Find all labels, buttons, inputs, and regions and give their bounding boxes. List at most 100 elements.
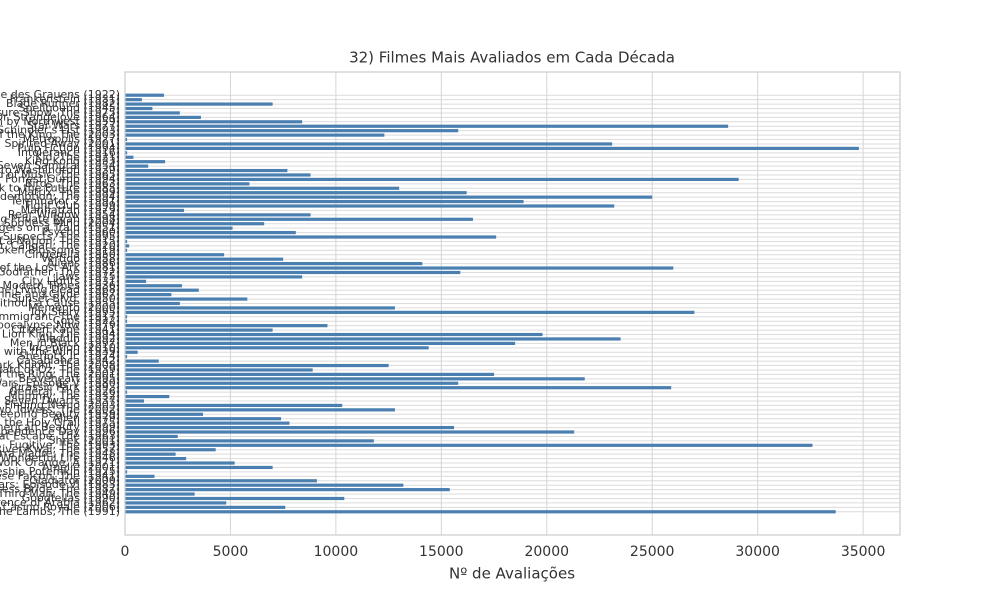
y-tick-label: Silence of the Lambs, The (1991) — [0, 505, 120, 518]
x-tick-label: 35000 — [841, 544, 886, 560]
bar — [125, 133, 385, 137]
y-tick-label: Gone with the Wind (1939) — [0, 345, 120, 358]
bar — [125, 226, 233, 230]
bar — [125, 164, 149, 168]
bar — [125, 332, 543, 337]
bar — [125, 474, 155, 478]
bar — [125, 363, 389, 368]
bar — [125, 439, 374, 443]
y-tick-label: Treasure of the Sierra Madre, The (1948) — [0, 447, 120, 460]
y-tick-label: Mummy, The (1932) — [8, 390, 120, 403]
y-tick-label: Star Wars: Episode VI (1983) — [0, 478, 120, 491]
x-tick-label: 0 — [121, 544, 130, 560]
bar — [125, 443, 813, 447]
y-tick-label: Casino Royale (2006) — [3, 500, 120, 513]
y-tick-label: Sunset Blvd. (1950) — [11, 292, 120, 305]
y-tick-label: Lawrence of Arabia (1962) — [0, 496, 120, 509]
bar — [125, 372, 495, 377]
y-tick-label: Goodfellas (1990) — [22, 491, 120, 504]
bar — [125, 337, 621, 341]
bar — [125, 120, 303, 124]
bar — [125, 355, 128, 359]
y-tick-label: Blade Runner (1982) — [6, 97, 120, 110]
bar — [125, 106, 153, 111]
y-tick-label: Lion King, The (1994) — [2, 328, 120, 341]
y-tick-label: Alien (1979) — [53, 412, 120, 425]
y-tick-label: Apocalypse Now (1979) — [0, 319, 120, 332]
y-tick-label: Vertigo (1958) — [41, 252, 120, 265]
bar — [125, 386, 672, 390]
bar — [125, 350, 138, 354]
bar — [125, 230, 296, 235]
bar — [125, 288, 199, 292]
y-tick-label: Bonnie and Clyde (1967) — [0, 288, 120, 301]
y-tick-label: Gladiator (2000) — [29, 474, 120, 487]
y-tick-label: Schindler's List (1993) — [0, 124, 120, 137]
bar — [125, 142, 613, 146]
chart-title: 32) Filmes Mais Avaliados em Cada Década — [349, 49, 675, 67]
x-tick-label: 20000 — [524, 544, 569, 560]
y-tick-label: Bridge on the River Kwai, The (1957) — [0, 443, 120, 456]
y-tick-label: Sherlock Jr. (1924) — [19, 350, 120, 363]
bar — [125, 129, 459, 133]
y-tick-label: Fight Club (1999) — [25, 199, 120, 212]
y-tick-label: Rebel Without a Cause (1955) — [0, 297, 120, 310]
bar — [125, 390, 128, 394]
bar — [125, 434, 178, 439]
y-tick-label: Memento (2000) — [28, 301, 120, 314]
y-tick-label: Clockwork Orange, A (1971) — [0, 456, 120, 469]
bar — [125, 341, 516, 345]
bar — [125, 496, 345, 501]
y-tick-label: Rear Window (1954) — [8, 208, 120, 221]
bar — [125, 408, 395, 412]
bar — [125, 195, 653, 199]
bar — [125, 168, 288, 173]
bar — [125, 483, 404, 487]
y-tick-label: Intolerance (1916) — [18, 146, 120, 159]
y-tick-label: American Beauty (1999) — [0, 421, 120, 434]
y-tick-label: Broken Blossoms (1919) — [0, 243, 120, 256]
y-tick-label: Night of the Living Dead (1968) — [0, 283, 120, 296]
bar — [125, 470, 128, 474]
y-tick-label: Psycho (1960) — [41, 226, 120, 239]
plot-frame — [124, 71, 901, 536]
bar — [125, 368, 313, 372]
y-tick-label: Birds, The (1963) — [25, 177, 120, 190]
bar — [125, 319, 128, 323]
bar — [125, 248, 128, 252]
x-tick-label: 10000 — [314, 544, 359, 560]
bar — [125, 488, 450, 492]
bar — [125, 253, 225, 257]
bar — [125, 412, 204, 416]
y-tick-label: Frankenstein (1931) — [10, 93, 120, 106]
bar — [125, 239, 128, 244]
bar — [125, 124, 729, 128]
x-tick-label: 15000 — [419, 544, 464, 560]
bar — [125, 421, 290, 425]
bar — [125, 93, 165, 97]
bar — [125, 137, 128, 142]
y-tick-label: Princess Bride, The (1987) — [0, 483, 120, 496]
bar — [125, 359, 159, 363]
bar — [125, 465, 273, 470]
y-tick-label: Fugitive, The (1993) — [9, 438, 120, 451]
y-tick-label: City Lights (1931) — [22, 274, 120, 287]
y-tick-label: Third Man, The (1949) — [0, 487, 120, 500]
bar — [125, 501, 227, 505]
bar — [125, 115, 201, 119]
y-tick-label: Saving Private Ryan (1998) — [0, 212, 120, 225]
x-tick-label: 30000 — [735, 544, 780, 560]
bar — [125, 381, 459, 385]
bar — [125, 186, 400, 190]
x-tick-label: 25000 — [630, 544, 675, 560]
bar — [125, 479, 317, 483]
y-tick-label: Forrest Gump (1994) — [5, 172, 120, 185]
y-tick-label: Jaws (1975) — [54, 270, 120, 283]
y-tick-label: Independence Day (1996) — [0, 425, 120, 438]
bar — [125, 510, 836, 514]
bar — [125, 266, 674, 270]
y-tick-label: Sleeping Beauty (1959) — [0, 407, 120, 420]
bar — [125, 199, 524, 204]
x-axis-label: Nº de Avaliações — [449, 565, 575, 583]
